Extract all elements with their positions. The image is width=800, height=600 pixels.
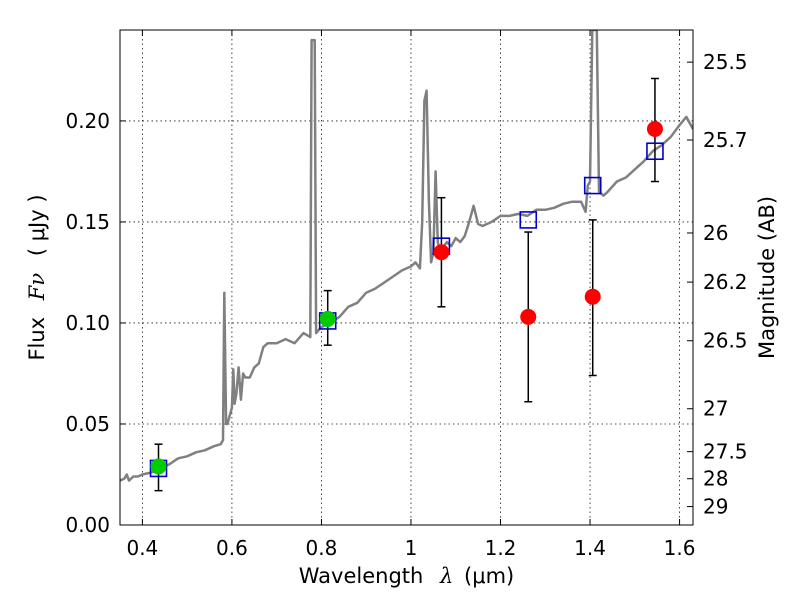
observed-circle-marker — [319, 310, 336, 327]
y2-tick-label: 26.2 — [703, 270, 748, 294]
x-tick-label: 1.2 — [485, 536, 517, 560]
y-axis-ticks: 0.00 0.05 0.10 0.15 0.20 — [65, 109, 126, 537]
observed-circle-marker — [646, 121, 663, 137]
x-tick-label: 1.6 — [664, 536, 696, 560]
x-tick-label: 0.4 — [126, 536, 158, 560]
model-square-marker — [583, 176, 602, 195]
y-tick-label: 0.15 — [65, 210, 110, 234]
y2-tick-label: 26 — [703, 221, 728, 245]
observed-circle-marker — [433, 244, 450, 261]
x-tick-label: 1.4 — [574, 536, 606, 560]
plot-frame — [119, 29, 694, 526]
x-tick-label: 0.8 — [306, 536, 338, 560]
y-axis-label: Flux Fν ( μJy ) — [25, 194, 49, 360]
y2-tick-label: 25.7 — [703, 128, 748, 152]
y2-tick-label: 29 — [703, 495, 728, 519]
y-tick-label: 0.10 — [65, 311, 110, 335]
y2-axis-label: Magnitude (AB) — [755, 196, 779, 359]
y-tick-label: 0.05 — [65, 412, 110, 436]
y2-tick-label: 26.5 — [703, 329, 748, 353]
model-square-marker — [646, 142, 664, 161]
y2-tick-label: 28 — [703, 467, 728, 491]
model-square-marker — [519, 211, 538, 229]
x-tick-label: 0.6 — [216, 536, 248, 560]
y-tick-label: 0.00 — [65, 513, 110, 537]
spectrum-line — [120, 30, 693, 482]
y2-tick-label: 25.5 — [703, 50, 748, 74]
y-tick-label: 0.20 — [65, 109, 110, 133]
x-tick-label: 1 — [405, 536, 418, 560]
x-axis-label: Wavelength λ (μm) — [299, 564, 514, 588]
error-bars — [154, 77, 659, 492]
y2-tick-label: 27.5 — [703, 440, 748, 464]
x-axis-ticks: 0.4 0.6 0.8 1 1.2 1.4 1.6 — [126, 30, 695, 560]
chart-area: 0.4 0.6 0.8 1 1.2 1.4 1.6 0.00 0.05 0.10 0.15 0.20… — [65, 29, 748, 560]
observed-circle-marker — [520, 308, 537, 325]
observed-circle-marker — [150, 458, 167, 475]
spectrum-series — [120, 30, 693, 482]
y2-tick-label: 27 — [703, 397, 728, 421]
data-markers — [149, 121, 664, 478]
y2-axis-ticks: 25.5 25.7 26 26.2 26.5 27 27.5 28 29 — [687, 50, 748, 519]
observed-circle-marker — [584, 288, 601, 305]
